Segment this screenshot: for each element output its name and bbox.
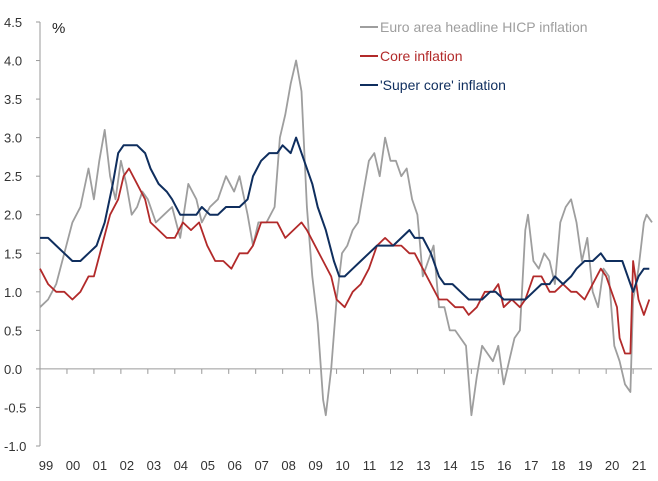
y-tick-label: 0.0 — [4, 362, 22, 377]
legend-item-headline: Euro area headline HICP inflation — [360, 19, 588, 35]
x-tick-label: 11 — [363, 458, 377, 473]
x-tick-label: 03 — [147, 458, 161, 473]
x-tick-label: 13 — [416, 458, 430, 473]
x-tick-label: 09 — [308, 458, 322, 473]
x-tick-label: 01 — [93, 458, 107, 473]
x-tick-label: 14 — [443, 458, 457, 473]
x-tick-label: 15 — [470, 458, 484, 473]
series-lines — [39, 59, 653, 417]
y-tick-label: 1.5 — [4, 246, 22, 261]
y-tick-label: -0.5 — [4, 400, 26, 415]
y-tick-label: 3.0 — [4, 131, 22, 146]
y-tick-label: -1.0 — [4, 439, 26, 454]
x-tick-label: 20 — [605, 458, 619, 473]
x-tick-labels: 99 00 01 02 03 04 05 06 07 08 09 10 11 12 13 14 15 16 17 18… — [39, 458, 647, 473]
x-tick-label: 18 — [551, 458, 565, 473]
super-core-inflation-line — [40, 136, 650, 301]
headline-hicp-line — [39, 59, 653, 417]
core-inflation-line — [39, 167, 651, 355]
x-tick-label: 21 — [632, 458, 646, 473]
x-tick-label: 05 — [201, 458, 215, 473]
x-tick-label: 17 — [524, 458, 538, 473]
x-tick-label: 02 — [120, 458, 134, 473]
legend-label: 'Super core' inflation — [380, 77, 506, 93]
x-tick-label: 07 — [254, 458, 268, 473]
x-tick-label: 19 — [578, 458, 592, 473]
legend: Euro area headline HICP inflation Core in… — [360, 19, 588, 93]
x-tick-label: 06 — [227, 458, 241, 473]
y-tick-label: 2.5 — [4, 169, 22, 184]
y-tick-label: 2.0 — [4, 208, 22, 223]
axes — [36, 21, 652, 447]
x-tick-label: 10 — [335, 458, 349, 473]
x-tick-label: 16 — [497, 458, 511, 473]
legend-item-core: Core inflation — [360, 48, 463, 64]
y-unit-label: % — [52, 20, 65, 37]
y-tick-label: 3.5 — [4, 92, 22, 107]
legend-label: Euro area headline HICP inflation — [380, 19, 588, 35]
x-tick-label: 12 — [389, 458, 403, 473]
y-tick-label: 4.5 — [4, 15, 22, 30]
y-tick-label: 0.5 — [4, 323, 22, 338]
x-tick-label: 00 — [66, 458, 80, 473]
y-tick-label: 1.0 — [4, 285, 22, 300]
y-tick-labels: 4.5 4.0 3.5 3.0 2.5 2.0 1.5 1.0 0.5 0.0 -0.5 -1.0 — [4, 15, 26, 454]
legend-label: Core inflation — [380, 48, 463, 64]
x-tick-label: 08 — [281, 458, 295, 473]
legend-item-super-core: 'Super core' inflation — [360, 77, 506, 93]
x-tick-label: 99 — [39, 458, 53, 473]
y-tick-label: 4.0 — [4, 54, 22, 69]
x-tick-label: 04 — [174, 458, 188, 473]
